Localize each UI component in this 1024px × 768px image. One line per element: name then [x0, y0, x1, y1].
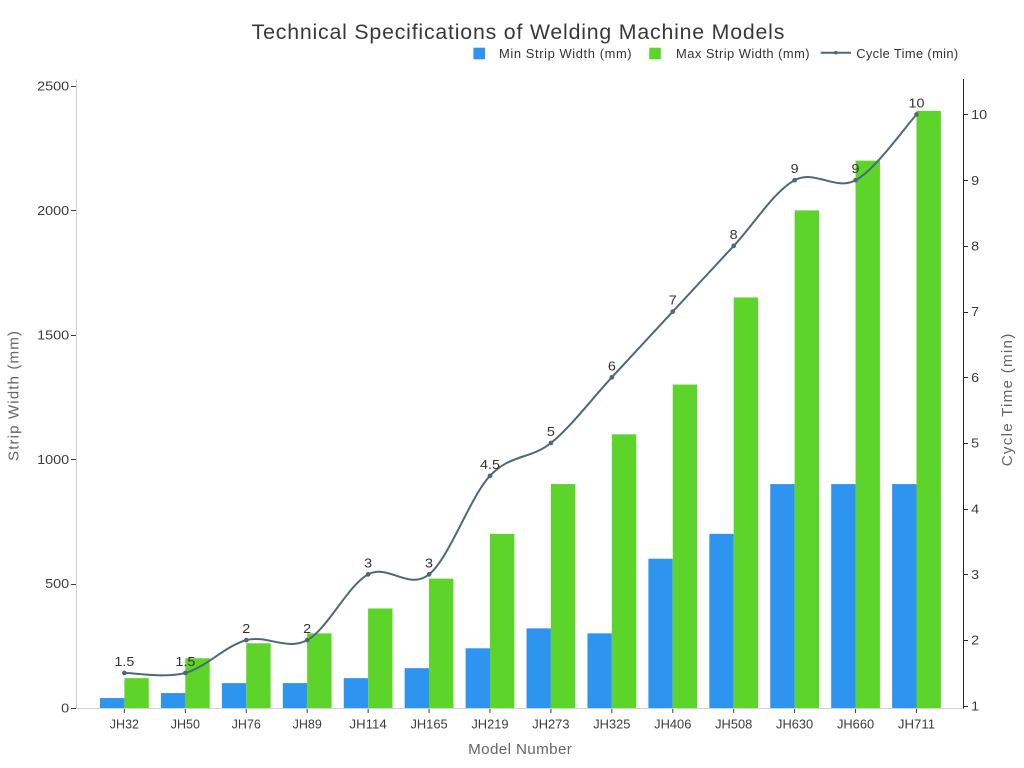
svg-text:9: 9: [791, 161, 799, 176]
svg-text:7: 7: [669, 293, 677, 308]
svg-text:10: 10: [908, 96, 924, 111]
svg-text:8: 8: [730, 227, 738, 242]
svg-text:JH32: JH32: [110, 717, 139, 732]
svg-text:JH630: JH630: [776, 717, 813, 732]
svg-text:2: 2: [971, 633, 979, 648]
svg-text:9: 9: [852, 161, 860, 176]
svg-text:3: 3: [971, 567, 979, 582]
svg-text:5: 5: [547, 424, 555, 439]
svg-text:2: 2: [303, 621, 311, 636]
svg-text:3: 3: [425, 555, 433, 570]
svg-text:4.5: 4.5: [480, 457, 500, 472]
svg-text:JH711: JH711: [898, 717, 935, 732]
svg-text:500: 500: [45, 576, 69, 591]
svg-text:JH406: JH406: [654, 717, 691, 732]
svg-text:1000: 1000: [37, 452, 69, 467]
svg-text:9: 9: [971, 173, 979, 188]
svg-text:JH76: JH76: [232, 717, 261, 732]
svg-text:JH508: JH508: [715, 717, 752, 732]
svg-text:Model Number: Model Number: [468, 741, 572, 758]
svg-text:JH219: JH219: [471, 717, 508, 732]
svg-text:6: 6: [608, 358, 616, 373]
svg-text:Technical Specifications of We: Technical Specifications of Welding Mach…: [252, 20, 785, 44]
svg-text:7: 7: [971, 304, 979, 319]
svg-text:0: 0: [61, 701, 69, 716]
svg-text:Strip Width (mm): Strip Width (mm): [6, 331, 23, 461]
svg-text:4: 4: [971, 501, 979, 516]
svg-text:JH660: JH660: [837, 717, 874, 732]
svg-text:1500: 1500: [37, 327, 69, 342]
svg-text:1: 1: [971, 698, 979, 713]
svg-text:5: 5: [971, 436, 979, 451]
svg-text:1.5: 1.5: [175, 654, 195, 669]
svg-text:6: 6: [971, 370, 979, 385]
svg-text:1.5: 1.5: [114, 654, 134, 669]
svg-text:10: 10: [971, 107, 987, 122]
svg-text:JH50: JH50: [171, 717, 200, 732]
svg-text:JH114: JH114: [350, 717, 387, 732]
svg-text:JH273: JH273: [532, 717, 569, 732]
svg-text:JH89: JH89: [293, 717, 322, 732]
svg-text:Min Strip Width (mm): Min Strip Width (mm): [499, 46, 632, 61]
svg-text:Cycle Time (min): Cycle Time (min): [856, 46, 958, 61]
svg-text:Max Strip Width (mm): Max Strip Width (mm): [676, 46, 810, 61]
svg-text:JH325: JH325: [593, 717, 630, 732]
svg-text:Cycle Time (min): Cycle Time (min): [999, 334, 1016, 467]
svg-text:3: 3: [364, 555, 372, 570]
svg-text:2: 2: [242, 621, 250, 636]
svg-text:8: 8: [971, 239, 979, 254]
svg-text:JH165: JH165: [410, 717, 447, 732]
svg-text:2000: 2000: [37, 203, 69, 218]
svg-text:2500: 2500: [37, 79, 69, 94]
